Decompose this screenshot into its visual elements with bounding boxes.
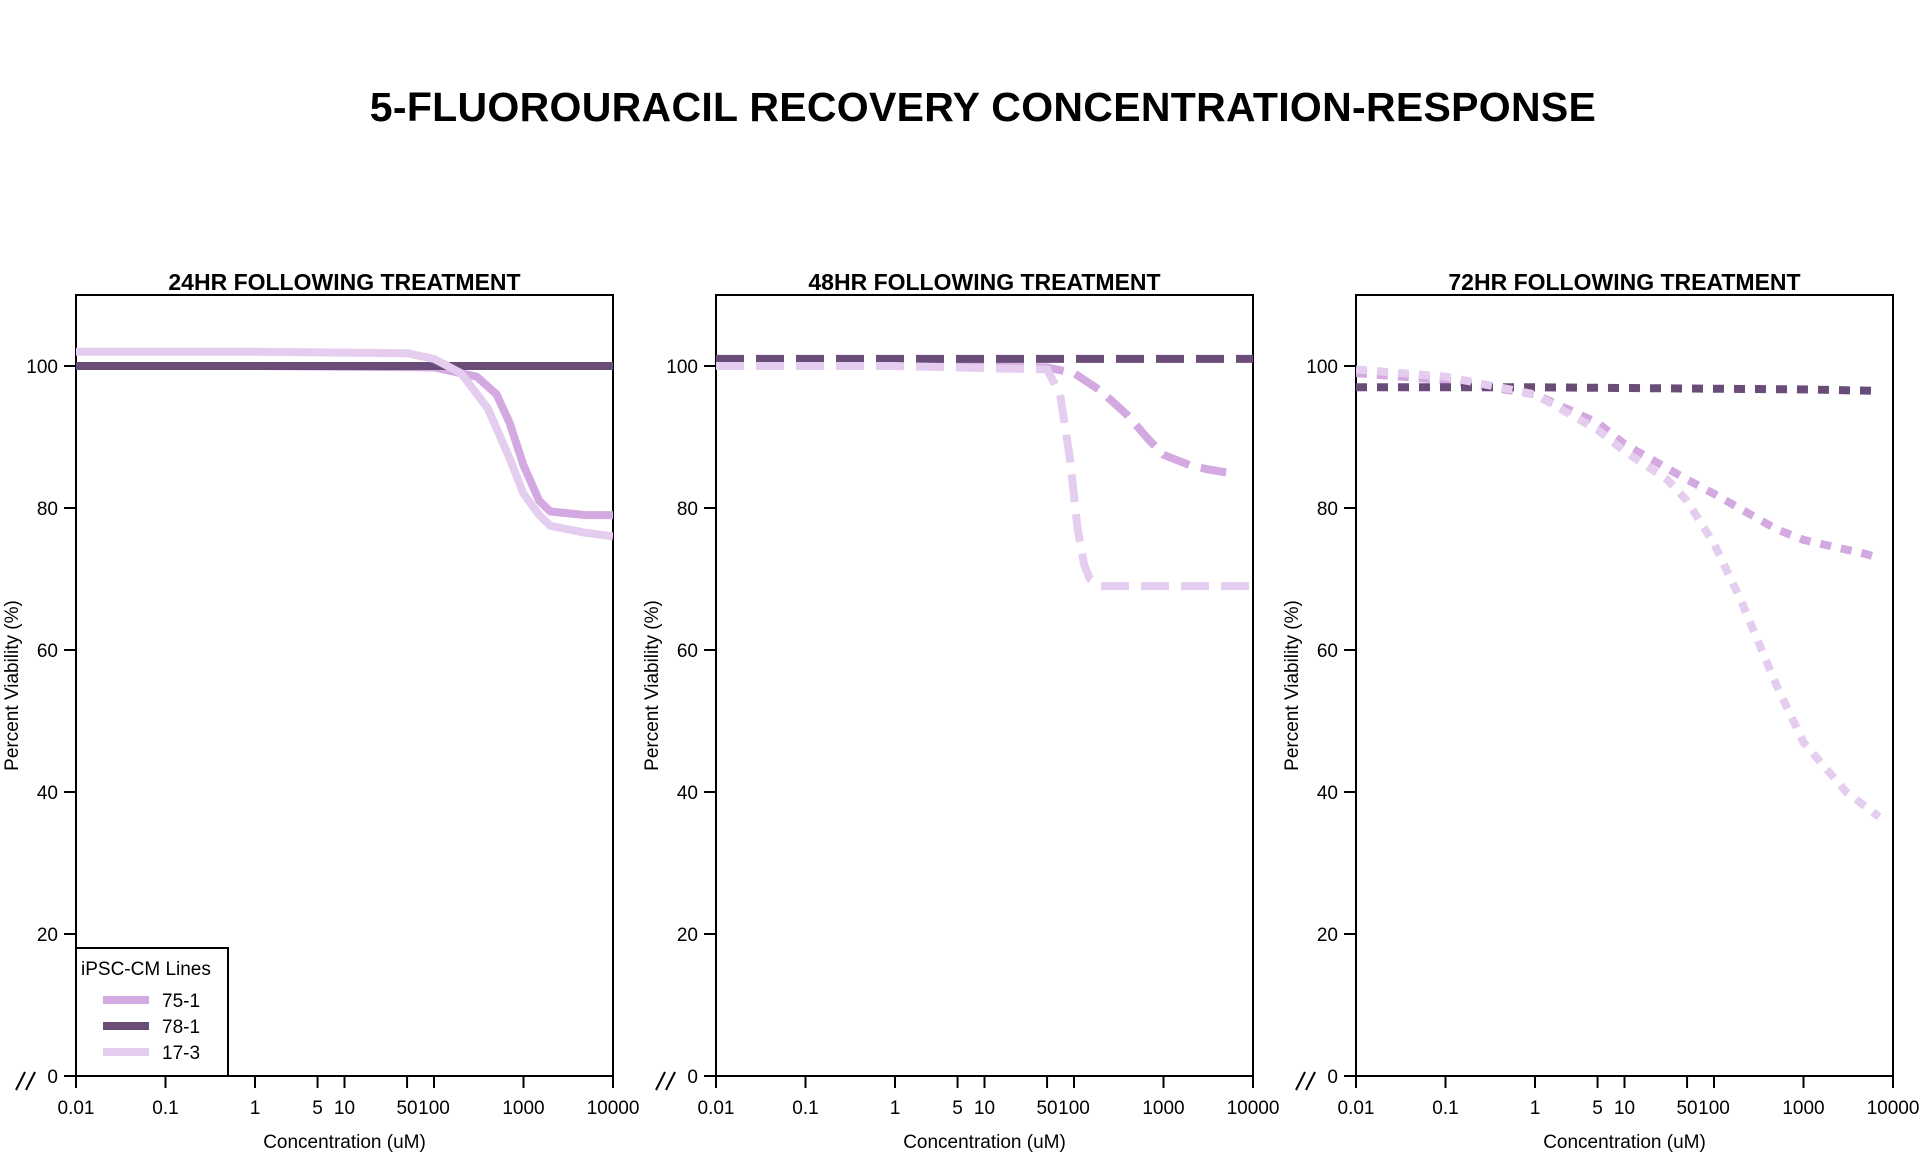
axis-break-mark: [15, 1071, 26, 1091]
x-axis-label: Concentration (uM): [1543, 1132, 1706, 1152]
panel-3: 72HR FOLLOWING TREATMENT 0 20 40 60 80 100 0.01…: [1282, 269, 1919, 1152]
x-axis-label: Concentration (uM): [263, 1132, 426, 1152]
legend-label-17-3: 17-3: [162, 1043, 200, 1064]
series-group: [76, 347, 613, 541]
plot-frame: [1355, 294, 1894, 1077]
x-tick-label: 1000: [1782, 1098, 1824, 1119]
legend-label-75-1: 75-1: [162, 991, 200, 1012]
x-tick-label: 100: [1058, 1098, 1090, 1119]
y-tick-label: 100: [1306, 357, 1338, 378]
y-tick-label: 0: [47, 1067, 58, 1088]
y-tick-label: 100: [26, 357, 58, 378]
x-tick-label: 0.1: [1432, 1098, 1458, 1119]
series-group: [716, 354, 1253, 591]
y-tick-label: 80: [37, 499, 58, 520]
y-tick-label: 40: [677, 783, 698, 804]
axis-break-mark: [1295, 1071, 1306, 1091]
legend-title: iPSC-CM Lines: [81, 959, 211, 980]
legend-label-78-1: 78-1: [162, 1017, 200, 1038]
x-axis-label: Concentration (uM): [903, 1132, 1066, 1152]
series-line-17-3: [1356, 365, 1882, 820]
series-line-75-1: [716, 362, 1227, 477]
series-line-75-1: [76, 362, 613, 520]
y-tick-label: 20: [37, 925, 58, 946]
x-tick-label: 50: [1036, 1098, 1057, 1119]
x-tick-label: 0.1: [152, 1098, 178, 1119]
x-tick-label: 5: [312, 1098, 323, 1119]
y-tick-label: 40: [37, 783, 58, 804]
x-tick-label: 0.1: [792, 1098, 818, 1119]
panel-title: 24HR FOLLOWING TREATMENT: [168, 269, 520, 295]
y-axis-label: Percent Viability (%): [1282, 600, 1303, 771]
x-tick-label: 1000: [502, 1098, 544, 1119]
x-tick-label: 10: [974, 1098, 995, 1119]
axis-break-mark: [665, 1071, 676, 1091]
x-tick-label: 10000: [1867, 1098, 1920, 1119]
y-axis-label: Percent Viability (%): [642, 600, 663, 771]
x-tick-label: 1000: [1142, 1098, 1184, 1119]
x-tick-label: 1: [890, 1098, 901, 1119]
x-tick-label: 10: [1614, 1098, 1635, 1119]
y-tick-label: 80: [1317, 499, 1338, 520]
x-tick-label: 10000: [587, 1098, 640, 1119]
x-tick-label: 100: [418, 1098, 450, 1119]
y-axis-label: Percent Viability (%): [2, 600, 23, 771]
panel-title: 72HR FOLLOWING TREATMENT: [1448, 269, 1800, 295]
y-tick-label: 100: [666, 357, 698, 378]
axis-break-mark: [1305, 1071, 1316, 1091]
panel-2: 48HR FOLLOWING TREATMENT 0 20 40 60 80 100 0.01…: [642, 269, 1279, 1152]
x-tick-label: 100: [1698, 1098, 1730, 1119]
series-group: [1356, 365, 1882, 820]
x-tick-label: 0.01: [698, 1098, 735, 1119]
plot-frame: [715, 294, 1254, 1077]
legend: iPSC-CM Lines 75-1 78-1 17-3: [75, 947, 229, 1077]
y-tick-label: 80: [677, 499, 698, 520]
x-tick-label: 5: [952, 1098, 963, 1119]
y-tick-label: 0: [687, 1067, 698, 1088]
x-tick-label: 5: [1592, 1098, 1603, 1119]
series-line-17-3: [76, 347, 613, 541]
x-tick-label: 10: [334, 1098, 355, 1119]
panel-title: 48HR FOLLOWING TREATMENT: [808, 269, 1160, 295]
y-tick-label: 0: [1327, 1067, 1338, 1088]
x-tick-label: 0.01: [58, 1098, 95, 1119]
figure-title: 5-FLUOROURACIL RECOVERY CONCENTRATION-RE…: [369, 84, 1597, 130]
x-tick-label: 50: [396, 1098, 417, 1119]
panel-1: 24HR FOLLOWING TREATMENT 0 20 40 60 80 100 0.01…: [2, 269, 639, 1152]
y-tick-label: 20: [677, 925, 698, 946]
y-tick-label: 60: [37, 641, 58, 662]
legend-box: [75, 947, 229, 1077]
x-tick-label: 1: [250, 1098, 261, 1119]
series-line-78-1: [1356, 383, 1880, 395]
y-tick-label: 20: [1317, 925, 1338, 946]
y-tick-label: 60: [1317, 641, 1338, 662]
axis-break-mark: [25, 1071, 36, 1091]
x-tick-label: 0.01: [1338, 1098, 1375, 1119]
axis-break-mark: [655, 1071, 666, 1091]
series-line-75-1: [1356, 369, 1881, 562]
x-tick-label: 50: [1676, 1098, 1697, 1119]
x-tick-label: 1: [1530, 1098, 1541, 1119]
y-tick-label: 60: [677, 641, 698, 662]
y-tick-label: 40: [1317, 783, 1338, 804]
x-tick-label: 10000: [1227, 1098, 1280, 1119]
series-line-17-3: [716, 362, 1253, 591]
